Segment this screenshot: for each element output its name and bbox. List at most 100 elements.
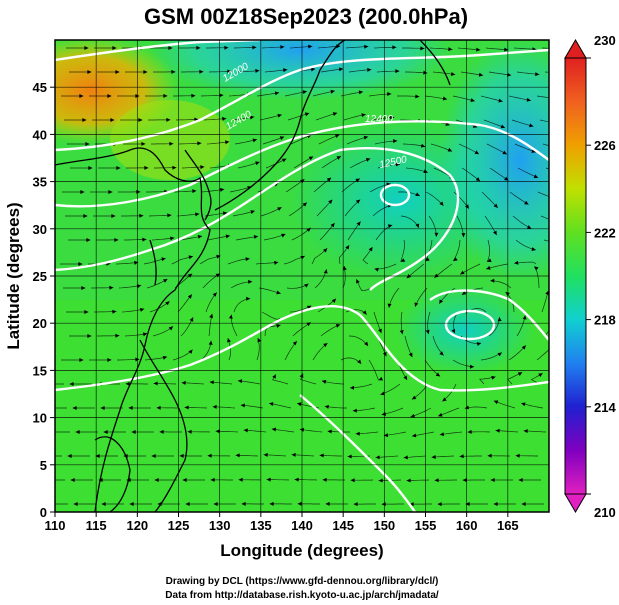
streamline-arrow xyxy=(431,454,436,459)
streamline-arrow xyxy=(403,375,408,380)
streamline-arrow xyxy=(319,453,324,458)
streamline-arrow xyxy=(467,429,472,434)
streamline-arrow xyxy=(200,165,205,170)
streamline-arrow xyxy=(383,433,389,438)
y-tick-label: 0 xyxy=(40,505,47,520)
streamline-arrow xyxy=(279,136,285,141)
streamline-arrow xyxy=(442,96,448,101)
streamline-arrow xyxy=(390,115,395,120)
streamline-arrow xyxy=(134,260,139,265)
y-tick-label: 45 xyxy=(33,80,47,95)
streamline-arrow xyxy=(323,343,328,348)
coast-taiwan xyxy=(149,239,157,286)
streamline-arrow xyxy=(470,364,475,369)
streamline-arrow xyxy=(304,112,310,117)
streamline-arrow xyxy=(107,94,112,98)
streamline-arrow xyxy=(250,210,255,214)
streamline-arrow xyxy=(153,381,158,386)
streamline-arrow xyxy=(43,478,47,482)
streamline-arrow xyxy=(95,454,100,458)
streamline-arrow xyxy=(125,381,130,386)
cyclone-region xyxy=(395,285,535,375)
streamline-arrow xyxy=(80,190,85,194)
streamline-arrow xyxy=(179,453,184,458)
streamline-arrow xyxy=(306,305,312,310)
streamline-arrow xyxy=(560,47,564,51)
streamline-arrow xyxy=(439,351,444,356)
streamline-arrow xyxy=(112,309,117,314)
streamline-arrow xyxy=(378,328,382,334)
streamline-arrow xyxy=(353,502,358,507)
streamline-arrow xyxy=(225,234,230,239)
streamline-arrow xyxy=(73,502,78,506)
streamline-arrow xyxy=(185,502,190,506)
streamline-arrow xyxy=(521,402,526,407)
y-tick-label: 5 xyxy=(40,458,47,473)
streamline-arrow xyxy=(209,380,214,385)
streamline-arrow xyxy=(292,341,297,346)
streamline-arrow xyxy=(497,352,502,357)
streamline-arrow xyxy=(181,380,186,385)
streamline-arrow xyxy=(504,47,509,52)
streamline-arrow xyxy=(103,430,108,434)
streamline-arrow xyxy=(249,115,255,120)
colorbar-bar xyxy=(564,57,587,495)
streamline-arrow xyxy=(531,149,536,153)
streamline-arrow xyxy=(263,452,268,457)
streamline-arrow xyxy=(495,428,500,433)
streamline-arrow xyxy=(107,357,112,362)
streamline-arrow xyxy=(491,375,496,380)
streamline-arrow xyxy=(42,382,46,386)
streamline-arrow xyxy=(462,478,467,483)
streamline-arrow xyxy=(243,428,248,433)
streamline-arrow xyxy=(281,158,287,163)
streamline-arrow xyxy=(81,286,86,291)
streamline-arrow xyxy=(197,141,202,146)
streamline-arrow xyxy=(380,391,385,396)
streamline-arrow xyxy=(165,301,170,306)
streamline-arrow xyxy=(425,257,430,262)
colorbar-top-arrow xyxy=(564,39,587,59)
streamline-arrow xyxy=(87,334,92,339)
streamline-arrow xyxy=(142,332,148,337)
streamline-arrow xyxy=(478,72,484,77)
streamline-arrow xyxy=(252,45,257,50)
streamline-arrow xyxy=(395,162,400,167)
streamline-arrow xyxy=(361,113,366,118)
streamline-arrow xyxy=(207,453,212,458)
streamline-arrow xyxy=(277,113,282,118)
x-tick-label: 135 xyxy=(250,518,272,533)
streamline-arrow xyxy=(272,374,276,379)
coast-philippines xyxy=(139,339,188,512)
streamline-arrow xyxy=(335,323,341,328)
streamline-arrow xyxy=(84,310,89,315)
streamline-arrow xyxy=(187,294,192,299)
y-tick-label: 15 xyxy=(33,363,47,378)
streamline-arrow xyxy=(115,70,120,74)
streamline-arrow xyxy=(521,502,526,506)
streamline-arrow xyxy=(222,116,227,121)
streamline-arrow xyxy=(561,147,566,152)
streamline-arrow xyxy=(453,257,458,262)
streamline-arrow xyxy=(45,406,49,410)
streamline-arrow xyxy=(526,97,531,102)
streamline-arrow xyxy=(163,279,168,283)
streamline-arrow xyxy=(411,395,417,400)
y-axis-label: Latitude (degrees) xyxy=(4,202,23,349)
streamline-arrow xyxy=(529,123,534,128)
streamline-arrow xyxy=(330,223,335,228)
streamline-arrow xyxy=(85,142,90,146)
anticyclone-region xyxy=(290,120,510,280)
streamline-arrow xyxy=(112,46,117,50)
x-tick-label: 130 xyxy=(209,518,231,533)
streamline-arrow xyxy=(493,203,498,208)
streamline-arrow xyxy=(518,478,523,483)
streamline-arrow xyxy=(410,413,415,418)
colorbar-tick-label: 230 xyxy=(594,33,616,48)
contour-12400-north xyxy=(55,48,549,152)
streamline-arrow xyxy=(297,402,302,407)
streamline-arrow xyxy=(465,501,470,506)
streamline-arrow xyxy=(108,190,113,195)
streamline-arrow xyxy=(129,502,134,506)
streamline-arrow xyxy=(166,117,171,122)
